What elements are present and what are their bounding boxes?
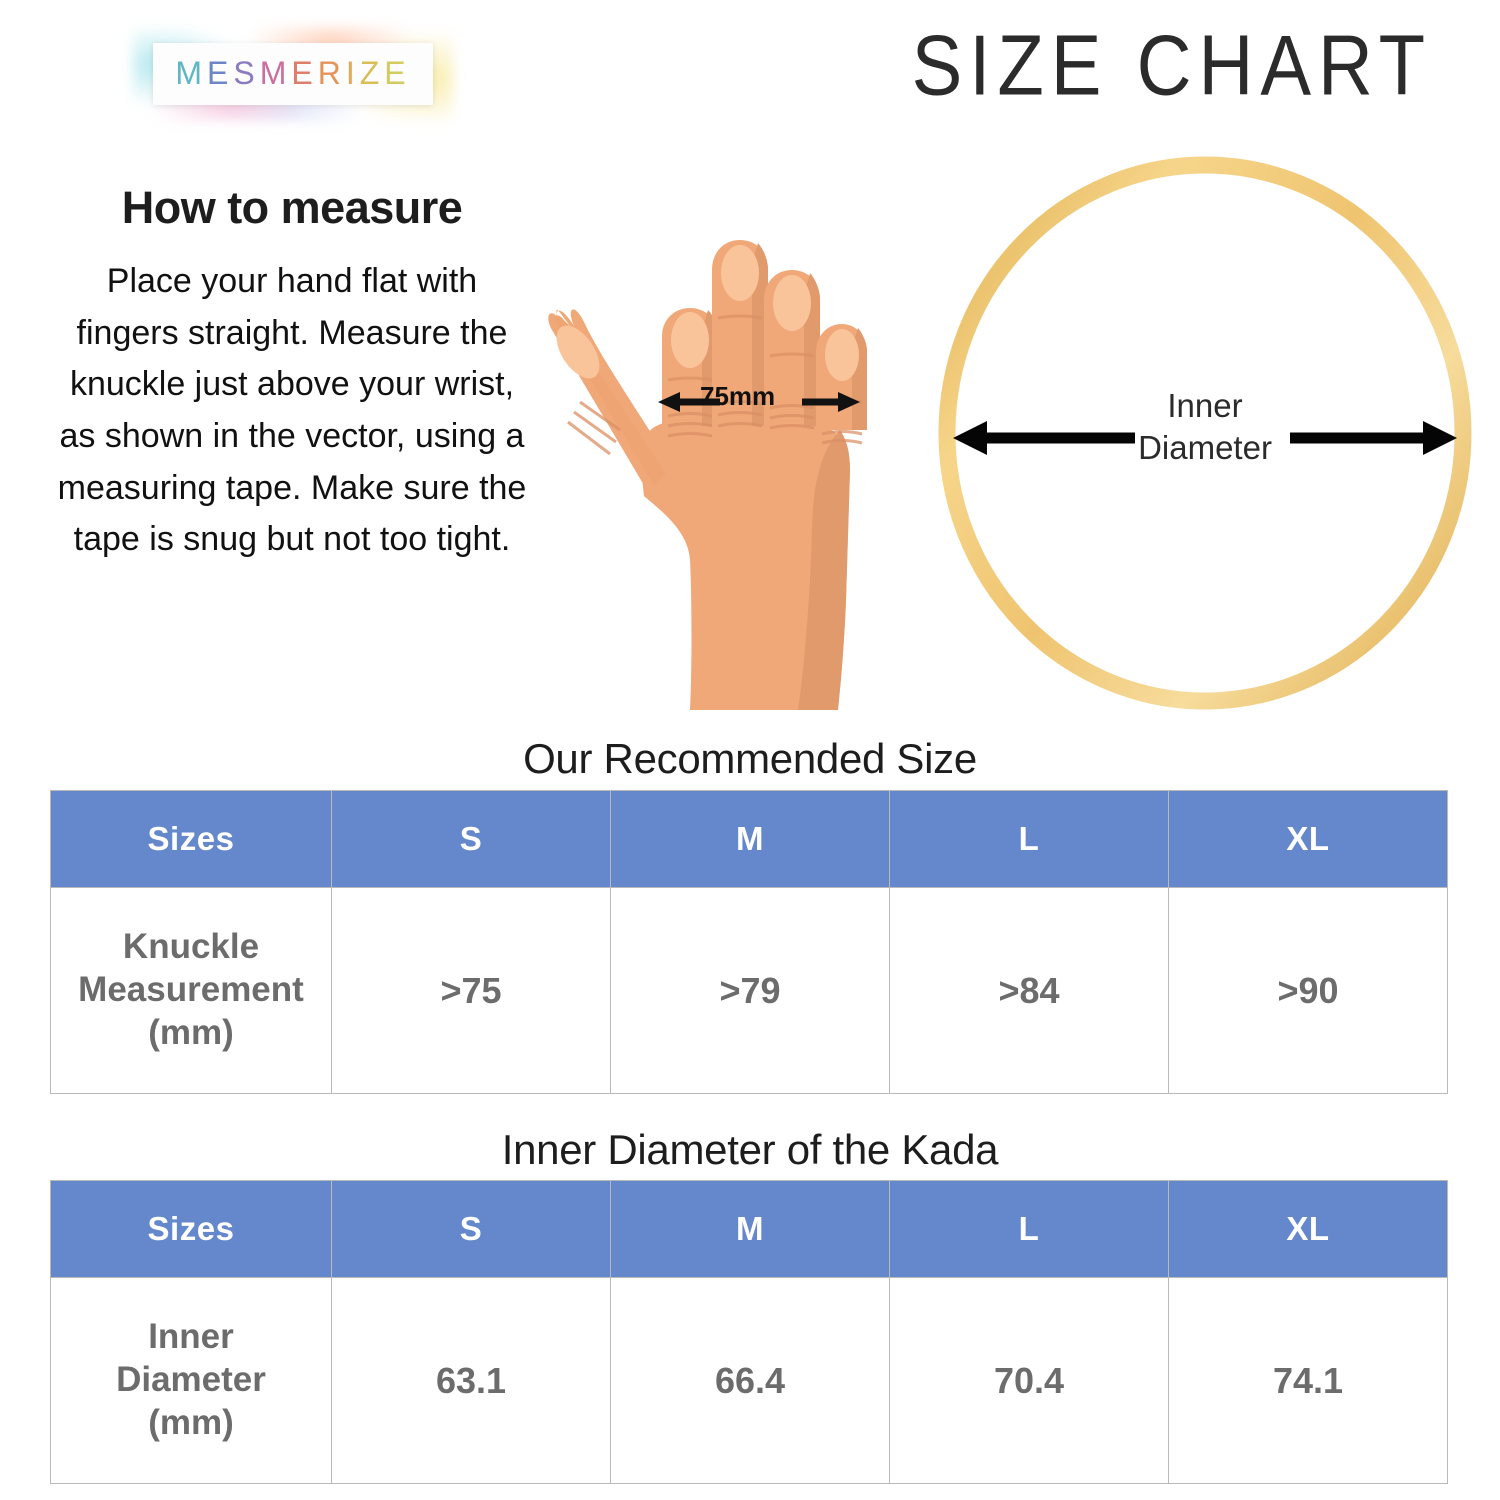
inner-diameter-label-line1: Inner xyxy=(1167,387,1243,424)
table1-row-label-line2: Measurement xyxy=(78,970,304,1010)
nail-index xyxy=(671,312,709,368)
logo-letter-4: E xyxy=(291,55,318,91)
brand-logo: MESMERIZE xyxy=(133,28,453,120)
table1-row-label-line3: (mm) xyxy=(148,1012,234,1052)
table2-row-label-line1: Inner xyxy=(148,1317,234,1357)
table-row: Knuckle Measurement (mm) >75 >79 >84 >90 xyxy=(50,887,1448,1094)
nail-ring xyxy=(773,275,811,331)
table1-cell-m: >79 xyxy=(610,887,890,1094)
knuckle-measure-label: 75mm xyxy=(700,381,776,411)
table-row: Inner Diameter (mm) 63.1 66.4 70.4 74.1 xyxy=(50,1277,1448,1484)
table2-col-sizes: Sizes xyxy=(50,1180,332,1278)
inner-diameter-table: Sizes S M L XL Inner Diameter (mm) 63.1 … xyxy=(50,1180,1448,1484)
kada-ring-illustration xyxy=(938,156,1472,710)
table1-col-l: L xyxy=(889,790,1169,888)
knuckle-measure-arrow xyxy=(658,392,860,412)
table1-col-xl: XL xyxy=(1168,790,1448,888)
table-header-row: Sizes S M L XL xyxy=(50,790,1448,888)
creases-middle xyxy=(717,314,763,428)
palm-shadow xyxy=(798,430,850,710)
table2-title: Inner Diameter of the Kada xyxy=(501,1126,999,1173)
table1-col-s: S xyxy=(331,790,611,888)
table1-cell-xl: >90 xyxy=(1168,887,1448,1094)
table1-row-label: Knuckle Measurement (mm) xyxy=(50,887,332,1094)
inner-diameter-label: Inner Diameter xyxy=(1080,385,1330,469)
table2-row-label: Inner Diameter (mm) xyxy=(50,1277,332,1484)
nail-middle xyxy=(721,245,759,301)
creases-index xyxy=(667,376,713,438)
table2-col-xl: XL xyxy=(1168,1180,1448,1278)
thumb-nail xyxy=(556,325,600,379)
how-to-measure-section: How to measure Place your hand flat with… xyxy=(52,182,532,566)
how-to-measure-body: Place your hand flat with fingers straig… xyxy=(57,262,527,559)
table2-cell-m: 66.4 xyxy=(610,1277,890,1484)
table1-cell-s: >75 xyxy=(331,887,611,1094)
logo-letter-8: E xyxy=(384,55,411,91)
page-title: SIZE CHART xyxy=(911,18,1432,114)
table1-cell-l: >84 xyxy=(889,887,1169,1094)
table2-row-label-line3: (mm) xyxy=(148,1402,234,1442)
kada-ring-outline xyxy=(938,156,1472,710)
table1-title: Our Recommended Size xyxy=(523,735,977,782)
table2-col-l: L xyxy=(889,1180,1169,1278)
table2-col-s: S xyxy=(331,1180,611,1278)
table1-col-sizes: Sizes xyxy=(50,790,332,888)
recommended-size-table: Sizes S M L XL Knuckle Measurement (mm) … xyxy=(50,790,1448,1094)
palm-shape xyxy=(640,421,850,710)
table2-cell-s: 63.1 xyxy=(331,1277,611,1484)
table-header-row: Sizes S M L XL xyxy=(50,1180,1448,1278)
nail-pinky xyxy=(825,329,859,381)
logo-letter-2: S xyxy=(233,55,260,91)
logo-card: MESMERIZE xyxy=(153,43,433,105)
how-to-measure-heading: How to measure xyxy=(121,182,463,233)
table2-cell-xl: 74.1 xyxy=(1168,1277,1448,1484)
logo-text: MESMERIZE xyxy=(175,57,410,89)
logo-letter-0: M xyxy=(175,55,208,91)
thumb-creases xyxy=(567,400,621,456)
table2-row-label-line2: Diameter xyxy=(116,1360,266,1400)
table1-row-label-line1: Knuckle xyxy=(122,927,260,967)
inner-diameter-arrow xyxy=(953,421,1457,455)
creases-ring xyxy=(769,352,815,430)
hand-illustration xyxy=(548,240,867,710)
inner-diameter-label-line2: Diameter xyxy=(1138,429,1272,467)
table2-cell-l: 70.4 xyxy=(889,1277,1169,1484)
table2-col-m: M xyxy=(610,1180,890,1278)
logo-letter-6: I xyxy=(345,55,360,91)
logo-letter-1: E xyxy=(207,55,234,91)
table1-col-m: M xyxy=(610,790,890,888)
logo-letter-3: M xyxy=(259,55,292,91)
logo-letter-5: R xyxy=(317,55,346,91)
logo-letter-7: Z xyxy=(359,55,385,91)
